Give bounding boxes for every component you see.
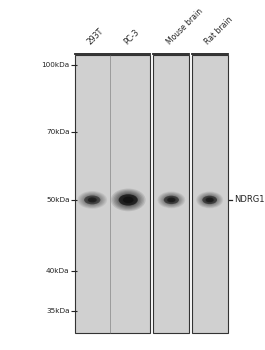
Ellipse shape <box>87 197 97 203</box>
Ellipse shape <box>89 198 96 202</box>
Text: Mouse brain: Mouse brain <box>165 7 205 47</box>
Ellipse shape <box>205 197 214 203</box>
Ellipse shape <box>200 194 220 206</box>
Ellipse shape <box>115 191 141 209</box>
Ellipse shape <box>202 195 218 205</box>
Bar <box>76 55 150 333</box>
Text: 50kDa: 50kDa <box>46 197 69 203</box>
Text: 40kDa: 40kDa <box>46 268 69 274</box>
Ellipse shape <box>201 194 219 205</box>
Ellipse shape <box>202 196 217 204</box>
Ellipse shape <box>166 196 177 203</box>
Ellipse shape <box>121 195 135 205</box>
Ellipse shape <box>111 189 145 211</box>
Ellipse shape <box>84 195 101 205</box>
Ellipse shape <box>119 194 138 205</box>
Ellipse shape <box>196 191 223 208</box>
Ellipse shape <box>120 194 137 205</box>
Text: 293T: 293T <box>86 27 106 47</box>
Ellipse shape <box>118 193 138 206</box>
Ellipse shape <box>198 193 221 207</box>
Ellipse shape <box>206 198 213 202</box>
Ellipse shape <box>159 192 184 208</box>
Ellipse shape <box>169 198 174 201</box>
Ellipse shape <box>91 199 94 201</box>
Ellipse shape <box>112 189 144 210</box>
Text: NDRG1: NDRG1 <box>234 195 264 204</box>
Ellipse shape <box>207 198 212 201</box>
Ellipse shape <box>161 194 182 206</box>
Ellipse shape <box>157 191 185 208</box>
Ellipse shape <box>124 197 132 203</box>
Ellipse shape <box>168 198 175 202</box>
Text: 70kDa: 70kDa <box>46 130 69 135</box>
Ellipse shape <box>164 196 178 204</box>
Ellipse shape <box>125 198 131 202</box>
Ellipse shape <box>163 195 179 205</box>
Ellipse shape <box>127 199 130 201</box>
Ellipse shape <box>81 193 103 206</box>
Ellipse shape <box>88 197 97 202</box>
Ellipse shape <box>160 193 183 207</box>
Ellipse shape <box>86 196 98 204</box>
Ellipse shape <box>167 198 175 202</box>
Ellipse shape <box>90 198 95 201</box>
Ellipse shape <box>77 191 107 209</box>
Text: 100kDa: 100kDa <box>41 62 69 68</box>
Ellipse shape <box>122 196 134 204</box>
Bar <box>192 55 228 333</box>
Ellipse shape <box>170 199 173 201</box>
Ellipse shape <box>117 193 140 208</box>
Bar <box>153 55 189 333</box>
Ellipse shape <box>204 196 215 203</box>
Ellipse shape <box>164 196 179 204</box>
Ellipse shape <box>209 199 211 201</box>
Ellipse shape <box>79 192 106 208</box>
Ellipse shape <box>84 196 100 204</box>
Ellipse shape <box>114 190 143 209</box>
Ellipse shape <box>82 194 102 206</box>
Ellipse shape <box>85 196 100 204</box>
Text: PC-3: PC-3 <box>122 28 140 47</box>
Text: Rat brain: Rat brain <box>203 15 235 47</box>
Ellipse shape <box>162 194 180 205</box>
Ellipse shape <box>167 197 176 203</box>
Ellipse shape <box>203 196 217 204</box>
Ellipse shape <box>206 198 214 202</box>
Text: 35kDa: 35kDa <box>46 308 69 314</box>
Ellipse shape <box>123 197 133 203</box>
Ellipse shape <box>197 192 222 208</box>
Ellipse shape <box>80 193 105 207</box>
